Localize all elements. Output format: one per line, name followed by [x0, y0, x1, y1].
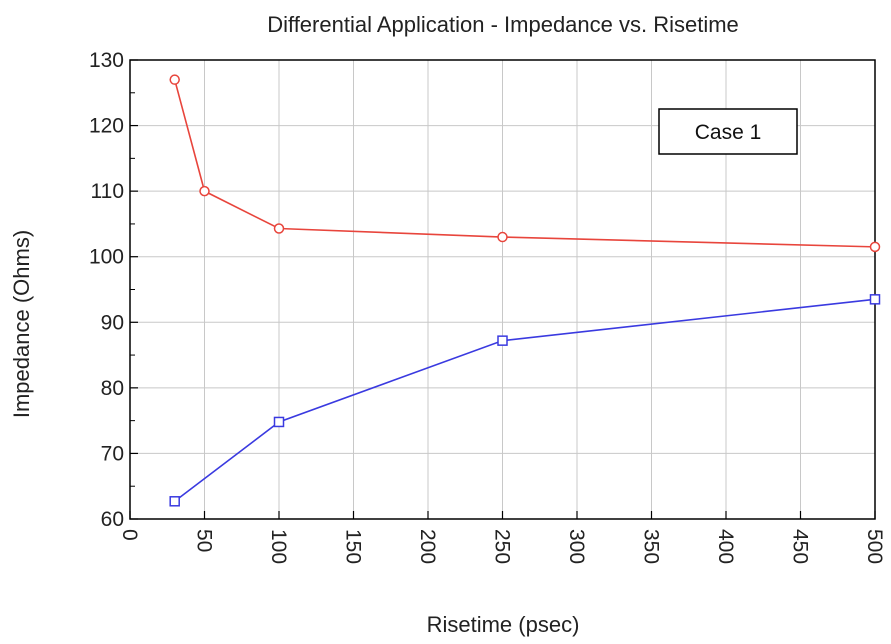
y-tick-label: 70	[101, 442, 124, 465]
data-point-series-1	[199, 185, 210, 197]
annotation-label: Case 1	[695, 121, 762, 144]
data-point-series-1	[497, 231, 508, 243]
x-tick-label: 450	[789, 529, 812, 564]
x-tick-label: 100	[267, 529, 290, 564]
x-tick-label: 250	[491, 529, 514, 564]
annotation-box: Case 1	[658, 108, 798, 155]
y-tick-label: 60	[101, 508, 124, 531]
y-tick-label: 90	[101, 311, 124, 334]
data-point-series-2	[169, 496, 180, 507]
x-axis-label: Risetime (psec)	[427, 612, 580, 637]
x-tick-label: 0	[118, 529, 141, 541]
y-axis-label: Impedance (Ohms)	[9, 230, 34, 418]
x-tick-label: 200	[416, 529, 439, 564]
axis-ticks: 0 50 100 150 200 250 300 350 400 450 500 60 70 80 90 10…	[89, 49, 886, 564]
series-group	[169, 74, 881, 507]
data-point-series-1	[273, 223, 285, 234]
data-point-series-1	[169, 74, 180, 85]
x-tick-label: 350	[640, 529, 663, 564]
x-tick-label: 400	[714, 529, 737, 564]
series-line-2	[174, 298, 876, 502]
x-tick-label: 300	[565, 529, 588, 564]
y-tick-label: 100	[89, 246, 124, 269]
data-point-series-1	[869, 241, 881, 253]
annotation-frame	[658, 108, 798, 155]
data-point-series-2	[273, 416, 285, 428]
y-tick-label: 80	[101, 377, 124, 400]
y-tick-label: 110	[91, 180, 124, 203]
data-point-series-2	[869, 294, 881, 305]
chart-title: Differential Application - Impedance vs.…	[267, 12, 739, 37]
x-tick-label: 150	[342, 529, 365, 564]
x-tick-label: 500	[863, 529, 886, 564]
data-point-series-2	[497, 335, 508, 346]
series-line-1	[173, 79, 876, 248]
y-tick-label: 130	[89, 49, 124, 72]
x-tick-label: 50	[193, 529, 216, 552]
y-tick-label: 120	[89, 115, 124, 138]
